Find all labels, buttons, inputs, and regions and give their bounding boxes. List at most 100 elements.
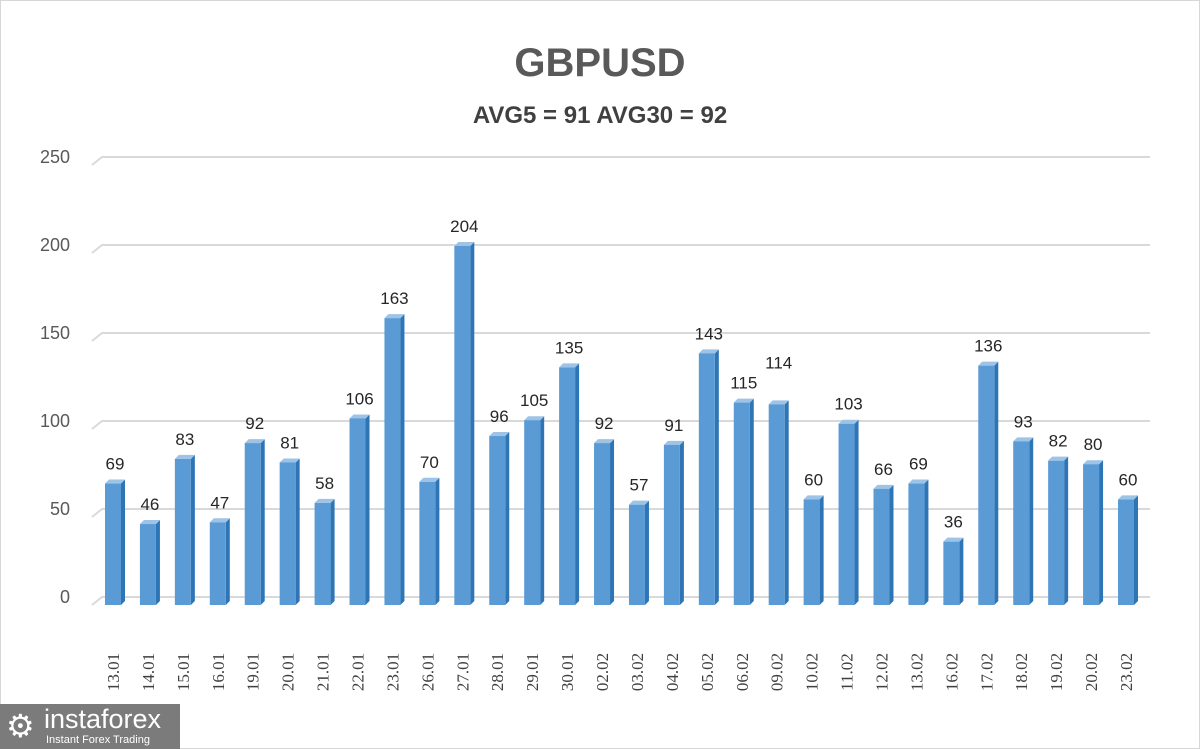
bar-top [628,500,649,505]
gridline [91,244,1150,254]
bar-top [384,314,405,319]
data-label: 60 [1119,470,1138,489]
bar [1083,464,1100,605]
bar [628,504,645,605]
logo-tagline: Instant Forex Trading [46,734,150,746]
x-tick-label: 15.01 [174,653,193,691]
bar-side [470,241,475,605]
chart-title: GBPUSD [514,41,686,85]
bar [908,483,925,605]
bar-top [663,440,684,445]
x-tick-label: 03.02 [628,653,647,691]
data-label: 81 [280,433,299,452]
data-label: 66 [874,460,893,479]
bar-side [295,458,300,605]
bar [524,420,541,605]
x-tick-label: 16.01 [209,653,228,691]
x-tick-label: 12.02 [872,653,891,691]
bar [384,318,401,605]
data-label: 143 [695,324,723,343]
x-tick-label: 04.02 [663,653,682,691]
bar [594,443,611,605]
bar-side [330,498,335,605]
bar-top [943,537,964,542]
bar-side [155,520,160,605]
x-tick-label: 02.02 [593,653,612,691]
bar-top [978,361,999,366]
data-label: 204 [450,217,478,236]
x-tick-label: 16.02 [942,653,961,691]
bar-top [698,349,719,354]
bar-side [540,416,545,605]
bar-side [784,400,789,605]
bar-top [733,398,754,403]
bar-side [190,454,195,605]
data-label: 163 [380,289,408,308]
x-tick-label: 21.01 [314,653,333,691]
bar [454,245,471,605]
bar-side [644,500,649,605]
x-tick-label: 14.01 [139,653,158,691]
data-label: 91 [664,416,683,435]
bar-side [365,414,370,605]
data-label: 36 [944,513,963,532]
data-label: 83 [175,430,194,449]
gridline [91,332,1150,342]
bar [559,367,576,605]
bar-top [174,454,195,459]
data-label: 93 [1014,412,1033,431]
x-tick-label: 28.01 [488,653,507,691]
x-tick-label: 10.02 [803,653,822,691]
bar [663,444,680,605]
bar-top [139,520,160,525]
bar-side [225,518,230,605]
bar-top [489,432,510,437]
x-tick-label: 13.02 [907,653,926,691]
bar-side [889,484,894,605]
bar-top [559,363,580,368]
bar [244,443,261,605]
x-tick-label: 19.01 [244,653,263,691]
bar-side [260,439,265,605]
x-tick-label: 19.02 [1047,653,1066,691]
bar-top [419,477,440,482]
bar [838,423,855,605]
x-tick-label: 17.02 [977,653,996,691]
bar-side [994,361,999,605]
data-label: 47 [210,493,229,512]
bar-side [1099,460,1104,605]
gridline [91,508,1150,518]
bar [174,458,191,605]
data-label: 80 [1084,435,1103,454]
y-tick-label: 50 [50,499,70,519]
data-label: 58 [315,474,334,493]
data-label: 115 [730,374,757,393]
bar-top [105,479,125,484]
data-label: 57 [630,476,649,495]
data-label: 106 [345,389,373,408]
x-tick-label: 23.02 [1117,653,1136,691]
bar-side [854,419,859,605]
bar-top [908,479,929,484]
bar-top [524,416,545,421]
bar-side [121,479,125,605]
x-tick-label: 27.01 [453,653,472,691]
x-tick-label: 09.02 [768,653,787,691]
data-label: 70 [420,453,439,472]
bar [105,483,121,605]
bar [768,404,785,605]
data-label: 114 [765,354,792,373]
bar-side [749,398,754,605]
bar [419,481,436,605]
bar [279,462,296,605]
bar-side [400,314,405,605]
x-tick-label: 26.01 [418,653,437,691]
data-label: 69 [909,455,928,474]
y-tick-label: 0 [60,587,70,607]
bar [803,499,820,605]
bar-side [1134,495,1138,605]
bar [943,541,960,605]
bar-top [838,419,859,424]
data-label: 46 [140,495,159,514]
